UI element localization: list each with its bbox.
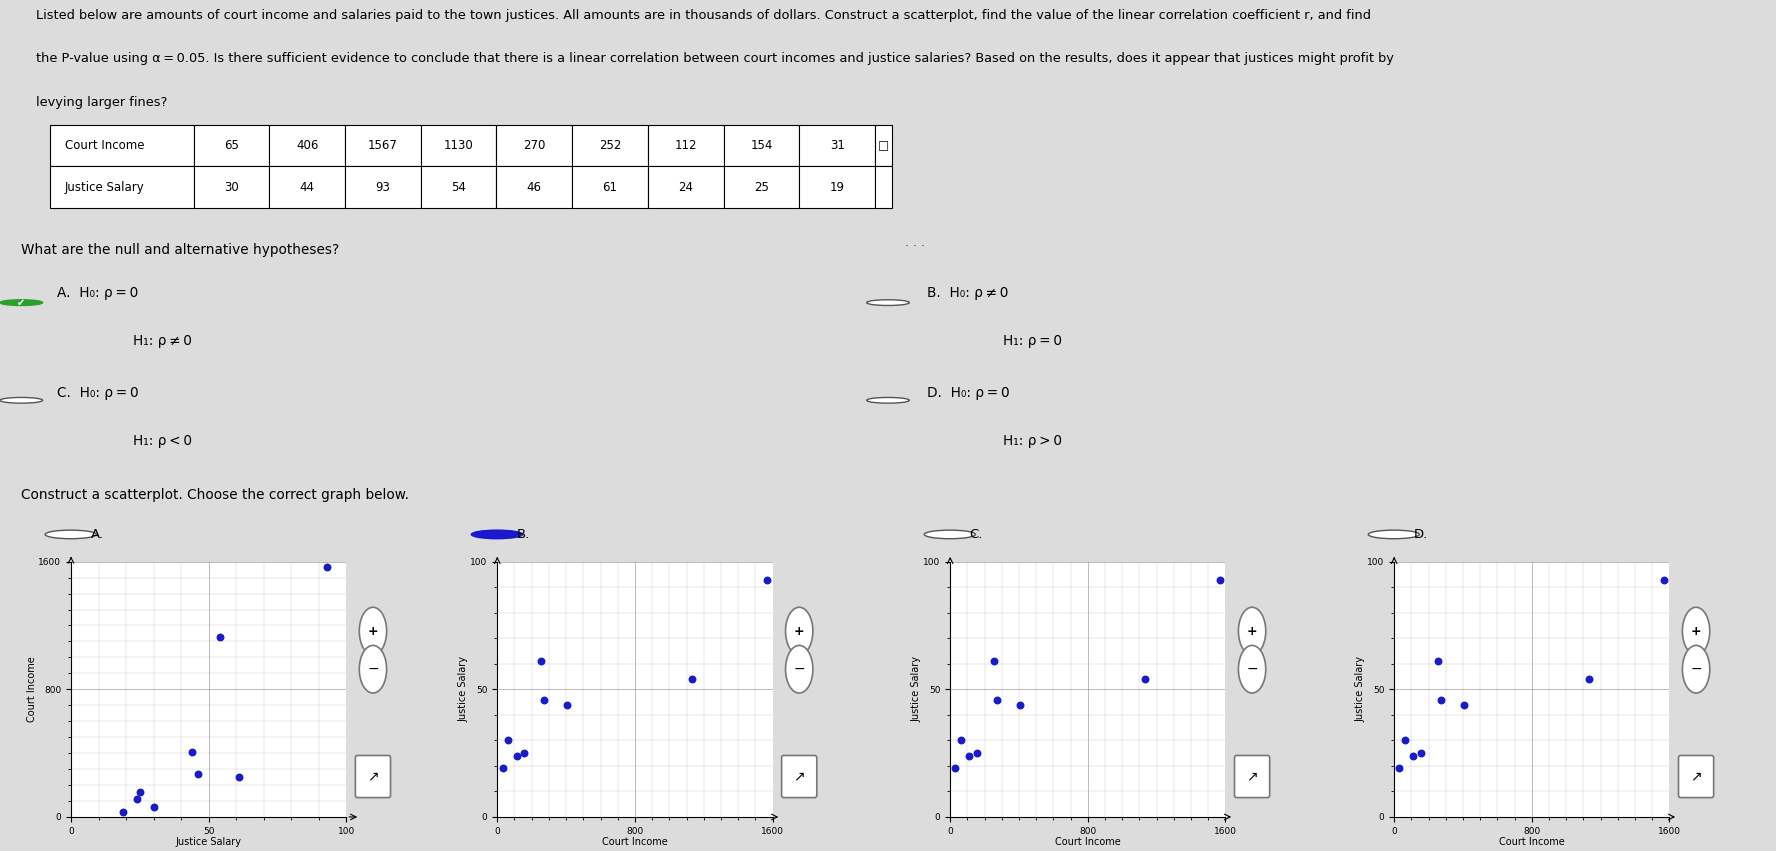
Text: −: −	[1691, 662, 1701, 677]
Point	[552, 698, 581, 711]
X-axis label: Court Income: Court Income	[1499, 837, 1565, 847]
Point	[955, 749, 984, 762]
Text: What are the null and alternative hypotheses?: What are the null and alternative hypoth…	[21, 243, 339, 257]
Text: +: +	[794, 625, 805, 637]
Circle shape	[924, 530, 975, 539]
Point	[1426, 693, 1455, 706]
Point	[1399, 749, 1428, 762]
Point	[494, 734, 522, 747]
Text: A.: A.	[91, 528, 103, 541]
Text: D.: D.	[1414, 528, 1428, 541]
Point	[1449, 698, 1478, 711]
X-axis label: Court Income: Court Income	[602, 837, 668, 847]
Point	[526, 654, 554, 668]
Point	[488, 762, 517, 775]
Text: D.  H₀: ρ = 0: D. H₀: ρ = 0	[927, 386, 1011, 400]
Circle shape	[867, 397, 909, 403]
Text: C.: C.	[970, 528, 984, 541]
Text: . . .: . . .	[904, 236, 925, 249]
Circle shape	[0, 300, 43, 306]
Circle shape	[785, 608, 813, 655]
Text: +: +	[1691, 625, 1701, 637]
Point	[1574, 672, 1602, 686]
Circle shape	[44, 530, 96, 539]
Point	[941, 762, 970, 775]
Text: H₁: ρ ≠ 0: H₁: ρ ≠ 0	[133, 334, 192, 347]
Text: Construct a scatterplot. Choose the correct graph below.: Construct a scatterplot. Choose the corr…	[21, 488, 408, 502]
Point	[1206, 573, 1234, 586]
Text: +: +	[1247, 625, 1257, 637]
FancyBboxPatch shape	[1234, 756, 1270, 797]
Circle shape	[1238, 608, 1266, 655]
Y-axis label: Court Income: Court Income	[27, 656, 37, 722]
Point	[1407, 746, 1435, 760]
Point	[1391, 734, 1419, 747]
Text: −: −	[368, 662, 378, 677]
Circle shape	[1682, 645, 1710, 693]
Circle shape	[359, 608, 387, 655]
FancyBboxPatch shape	[781, 756, 817, 797]
Point	[1385, 762, 1414, 775]
Point	[963, 746, 991, 760]
X-axis label: Court Income: Court Income	[1055, 837, 1121, 847]
Circle shape	[0, 397, 43, 403]
Text: ↗: ↗	[794, 769, 805, 784]
Circle shape	[785, 645, 813, 693]
Point	[1130, 672, 1158, 686]
Text: the P-value using α = 0.05. Is there sufficient evidence to conclude that there : the P-value using α = 0.05. Is there suf…	[36, 52, 1394, 66]
Point	[510, 746, 538, 760]
Text: H₁: ρ > 0: H₁: ρ > 0	[1003, 434, 1062, 448]
Text: H₁: ρ < 0: H₁: ρ < 0	[133, 434, 192, 448]
X-axis label: Justice Salary: Justice Salary	[176, 837, 242, 847]
Circle shape	[359, 645, 387, 693]
Point	[139, 800, 167, 814]
Point	[947, 734, 975, 747]
Text: B.: B.	[517, 528, 529, 541]
FancyBboxPatch shape	[1678, 756, 1714, 797]
Point	[123, 792, 151, 806]
Text: +: +	[368, 625, 378, 637]
Point	[178, 745, 206, 759]
Point	[226, 770, 254, 784]
FancyBboxPatch shape	[355, 756, 391, 797]
Text: B.  H₀: ρ ≠ 0: B. H₀: ρ ≠ 0	[927, 286, 1009, 300]
Point	[183, 767, 211, 780]
Text: ↗: ↗	[368, 769, 378, 784]
Point	[206, 630, 234, 643]
Circle shape	[1368, 530, 1419, 539]
Point	[108, 805, 137, 819]
Point	[126, 785, 155, 799]
Point	[313, 560, 341, 574]
Text: ↗: ↗	[1247, 769, 1257, 784]
Point	[529, 693, 558, 706]
Text: −: −	[794, 662, 805, 677]
Point	[979, 654, 1007, 668]
Point	[1423, 654, 1451, 668]
Y-axis label: Justice Salary: Justice Salary	[911, 656, 922, 722]
Text: ✔: ✔	[18, 298, 25, 307]
Text: H₁: ρ = 0: H₁: ρ = 0	[1003, 334, 1062, 347]
Point	[1650, 573, 1678, 586]
Circle shape	[1682, 608, 1710, 655]
Point	[503, 749, 531, 762]
Point	[677, 672, 705, 686]
Y-axis label: Justice Salary: Justice Salary	[458, 656, 469, 722]
Point	[982, 693, 1011, 706]
Point	[1005, 698, 1034, 711]
Point	[753, 573, 781, 586]
Y-axis label: Justice Salary: Justice Salary	[1355, 656, 1366, 722]
Circle shape	[471, 530, 522, 539]
Text: ↗: ↗	[1691, 769, 1701, 784]
Text: A.  H₀: ρ = 0: A. H₀: ρ = 0	[57, 286, 139, 300]
Text: C.  H₀: ρ = 0: C. H₀: ρ = 0	[57, 386, 139, 400]
Text: −: −	[1247, 662, 1257, 677]
Text: levying larger fines?: levying larger fines?	[36, 96, 167, 109]
Circle shape	[1238, 645, 1266, 693]
Text: Listed below are amounts of court income and salaries paid to the town justices.: Listed below are amounts of court income…	[36, 9, 1371, 21]
Circle shape	[867, 300, 909, 306]
